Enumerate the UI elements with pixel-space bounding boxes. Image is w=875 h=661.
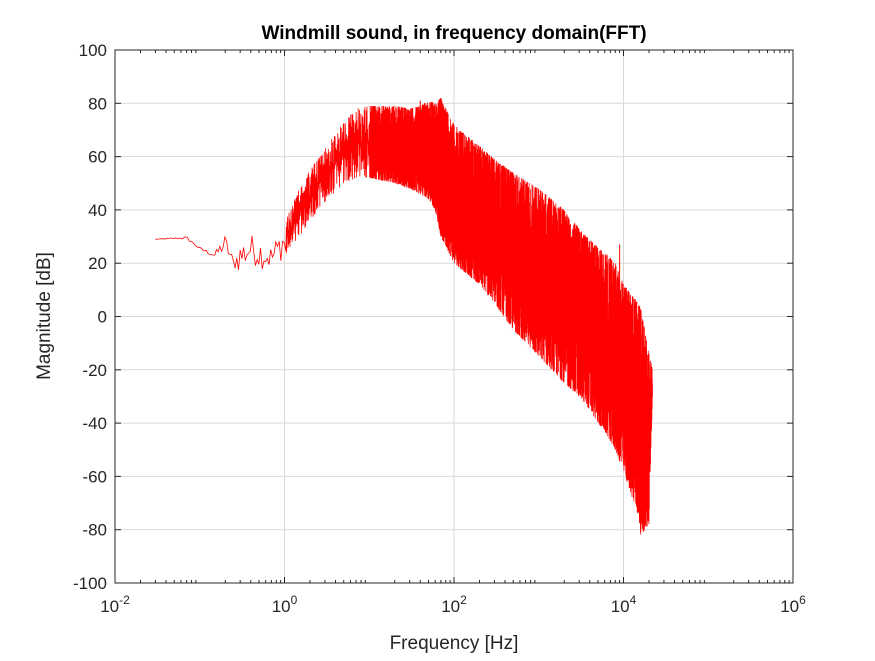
fft-magnitude-line (155, 98, 653, 535)
x-axis-label: Frequency [Hz] (390, 633, 519, 654)
data-series (155, 97, 653, 535)
y-axis-label: Magnitude [dB] (34, 252, 55, 380)
y-tick-label: 40 (88, 201, 107, 220)
y-tick-label: 80 (88, 94, 107, 113)
y-tick-label: -20 (82, 361, 107, 380)
y-tick-label: -100 (73, 574, 107, 593)
y-tick-label: 0 (98, 308, 107, 327)
x-tick-label: 106 (780, 593, 806, 616)
chart-title: Windmill sound, in frequency domain(FFT) (261, 23, 646, 44)
y-tick-label: -60 (82, 467, 107, 486)
y-tick-label: 100 (79, 41, 107, 60)
x-tick-label: 104 (611, 593, 637, 616)
x-tick-label: 102 (441, 593, 467, 616)
y-tick-label: -80 (82, 521, 107, 540)
x-tick-label: 10-2 (100, 593, 130, 616)
y-tick-label: 60 (88, 148, 107, 167)
x-tick-labels: 10-2 100 102 104 106 (100, 593, 806, 616)
ticks (114, 49, 794, 584)
x-tick-label: 100 (272, 593, 298, 616)
y-tick-labels: 100 80 60 40 20 0 -20 -40 -60 -80 -100 (73, 41, 107, 593)
y-tick-label: 20 (88, 254, 107, 273)
y-tick-label: -40 (82, 414, 107, 433)
